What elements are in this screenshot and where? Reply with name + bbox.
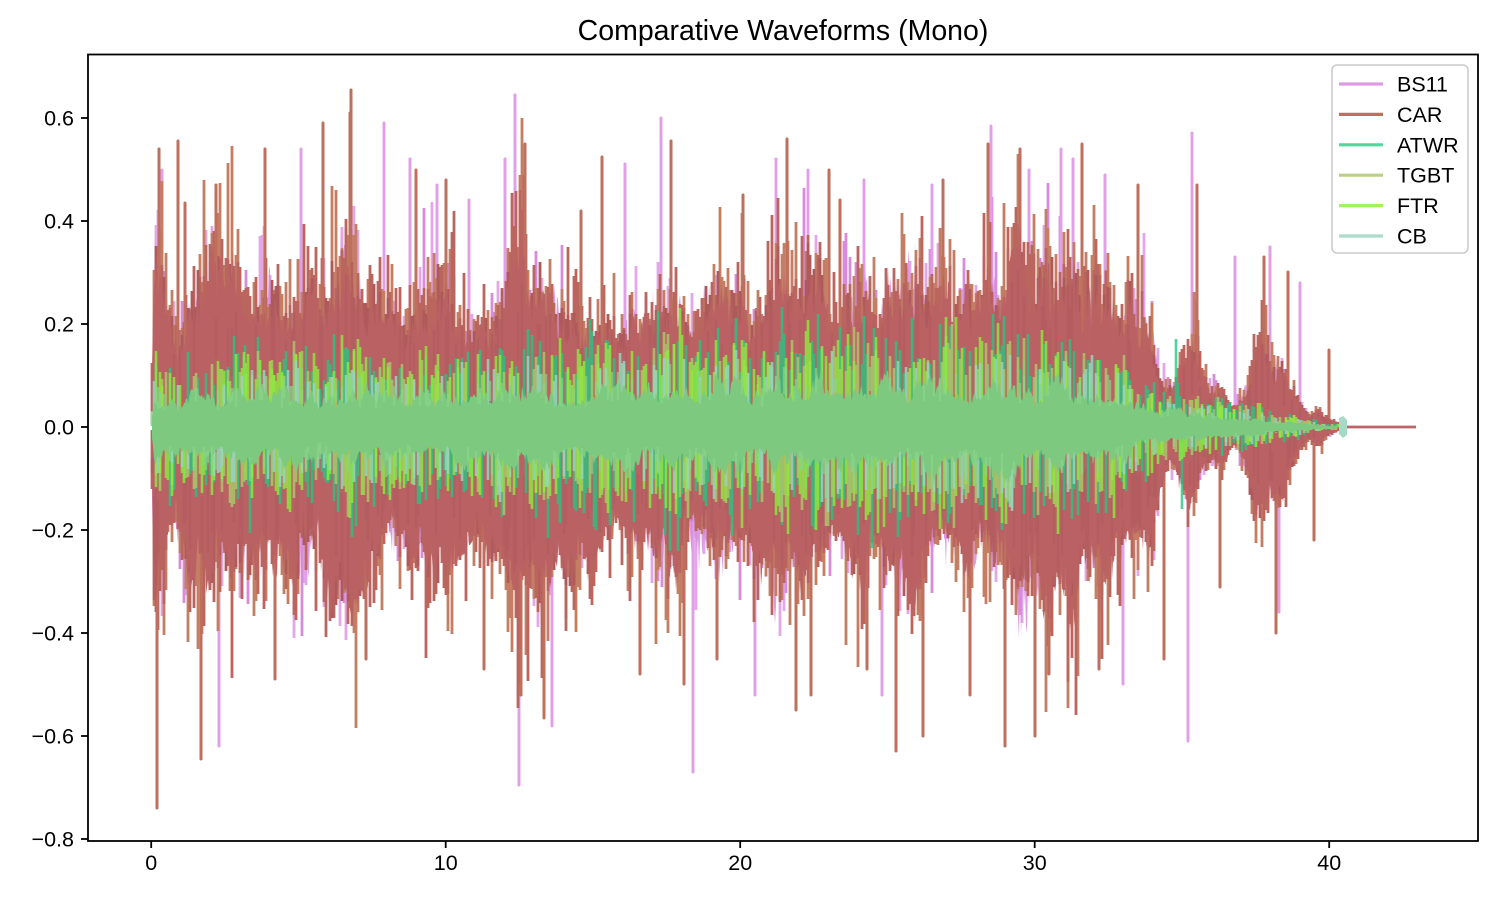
- svg-text:Comparative Waveforms (Mono): Comparative Waveforms (Mono): [578, 15, 989, 47]
- svg-text:30: 30: [1023, 851, 1047, 875]
- svg-text:FTR: FTR: [1397, 194, 1439, 218]
- svg-text:40: 40: [1317, 851, 1341, 875]
- svg-text:0.6: 0.6: [44, 107, 74, 131]
- svg-text:−0.8: −0.8: [32, 828, 74, 852]
- svg-text:0.0: 0.0: [44, 416, 74, 440]
- svg-text:TGBT: TGBT: [1397, 164, 1454, 188]
- svg-text:10: 10: [434, 851, 458, 875]
- svg-text:CB: CB: [1397, 225, 1427, 249]
- svg-text:0.4: 0.4: [44, 210, 74, 234]
- svg-text:BS11: BS11: [1397, 73, 1448, 97]
- svg-text:−0.2: −0.2: [32, 519, 74, 543]
- svg-text:−0.6: −0.6: [32, 725, 74, 749]
- svg-text:0.2: 0.2: [44, 313, 74, 337]
- svg-text:−0.4: −0.4: [32, 622, 74, 646]
- svg-text:CAR: CAR: [1397, 103, 1442, 127]
- svg-text:0: 0: [145, 851, 157, 875]
- svg-text:ATWR: ATWR: [1397, 133, 1459, 157]
- svg-text:20: 20: [728, 851, 752, 875]
